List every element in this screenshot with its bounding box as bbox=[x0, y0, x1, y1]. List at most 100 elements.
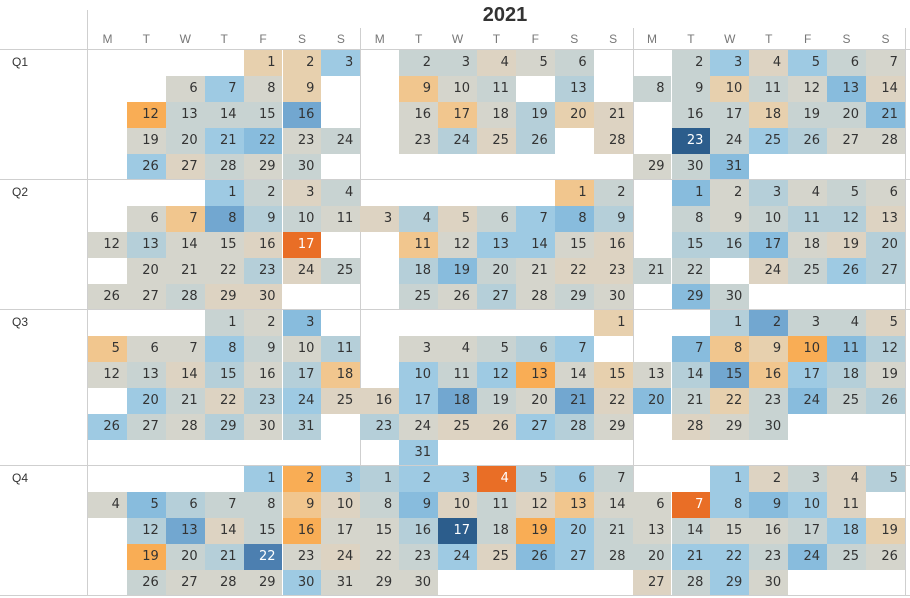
day-cell: 16 bbox=[399, 518, 439, 544]
day-cell: 29 bbox=[204, 414, 244, 440]
day-cell: 20 bbox=[632, 388, 672, 414]
day-cell: 17 bbox=[438, 102, 477, 128]
day-cell: 12 bbox=[866, 336, 905, 362]
day-of-week-label: F bbox=[803, 32, 812, 46]
day-cell: 20 bbox=[126, 388, 166, 414]
chart-title: 2021 bbox=[482, 4, 528, 26]
day-cell: 25 bbox=[321, 388, 361, 414]
day-cell: 5 bbox=[788, 50, 828, 76]
day-cell: 15 bbox=[243, 102, 283, 128]
day-cell: 30 bbox=[282, 570, 322, 596]
day-cell: 18 bbox=[749, 102, 789, 128]
day-cell: 7 bbox=[866, 50, 905, 76]
day-cell: 2 bbox=[282, 50, 322, 76]
day-cell: 2 bbox=[282, 466, 322, 492]
day-cell: 9 bbox=[710, 206, 750, 232]
day-of-week-label: T bbox=[492, 32, 501, 46]
day-cell: 20 bbox=[477, 258, 516, 284]
day-cell: 8 bbox=[360, 492, 400, 518]
day-cell: 3 bbox=[399, 336, 439, 362]
day-cell: 9 bbox=[282, 76, 322, 102]
day-cell: 12 bbox=[126, 102, 166, 128]
day-cell: 9 bbox=[749, 492, 789, 518]
day-cell: 18 bbox=[477, 518, 516, 544]
day-cell: 17 bbox=[399, 388, 439, 414]
day-cell: 12 bbox=[438, 232, 477, 258]
day-cell: 9 bbox=[671, 76, 711, 102]
day-cell: 2 bbox=[749, 466, 789, 492]
day-cell: 26 bbox=[866, 388, 905, 414]
day-cell: 4 bbox=[749, 50, 789, 76]
day-cell: 6 bbox=[165, 76, 205, 102]
day-cell: 17 bbox=[788, 362, 828, 388]
day-cell: 27 bbox=[515, 414, 555, 440]
day-cell: 24 bbox=[282, 258, 322, 284]
day-cell: 27 bbox=[126, 284, 166, 310]
day-cell: 26 bbox=[788, 128, 828, 154]
day-cell: 5 bbox=[515, 50, 555, 76]
day-cell: 13 bbox=[554, 76, 594, 102]
day-cell: 13 bbox=[866, 206, 905, 232]
day-cell: 13 bbox=[554, 492, 594, 518]
day-cell: 2 bbox=[710, 180, 750, 206]
day-cell: 12 bbox=[788, 76, 828, 102]
day-cell: 30 bbox=[399, 570, 439, 596]
day-cell: 30 bbox=[671, 154, 711, 180]
day-cell: 27 bbox=[165, 154, 205, 180]
day-cell: 28 bbox=[554, 414, 594, 440]
day-cell: 17 bbox=[321, 518, 361, 544]
day-cell: 1 bbox=[243, 466, 283, 492]
day-cell: 24 bbox=[399, 414, 439, 440]
day-cell: 7 bbox=[554, 336, 594, 362]
day-cell: 7 bbox=[671, 492, 711, 518]
day-cell: 16 bbox=[399, 102, 439, 128]
day-cell: 17 bbox=[788, 518, 828, 544]
day-of-week-label: W bbox=[451, 32, 464, 46]
day-cell: 1 bbox=[204, 310, 244, 336]
day-cell: 23 bbox=[749, 388, 789, 414]
day-cell: 15 bbox=[204, 232, 244, 258]
day-cell: 18 bbox=[788, 232, 828, 258]
day-cell: 26 bbox=[866, 544, 905, 570]
day-cell: 10 bbox=[788, 492, 828, 518]
day-cell: 16 bbox=[282, 102, 322, 128]
day-cell: 18 bbox=[827, 518, 866, 544]
quarter-divider bbox=[0, 309, 910, 310]
day-cell: 22 bbox=[554, 258, 594, 284]
day-cell: 15 bbox=[554, 232, 594, 258]
day-cell: 27 bbox=[866, 258, 905, 284]
day-cell: 25 bbox=[477, 544, 516, 570]
day-cell: 6 bbox=[632, 492, 672, 518]
day-cell: 18 bbox=[438, 388, 477, 414]
day-of-week-label: S bbox=[570, 32, 579, 46]
day-cell: 17 bbox=[282, 362, 322, 388]
day-cell: 13 bbox=[126, 232, 166, 258]
day-cell: 24 bbox=[438, 128, 477, 154]
day-cell: 6 bbox=[477, 206, 516, 232]
day-of-week-label: W bbox=[179, 32, 191, 46]
day-cell: 8 bbox=[710, 492, 750, 518]
day-cell: 23 bbox=[243, 258, 283, 284]
day-cell: 9 bbox=[243, 336, 283, 362]
day-cell: 4 bbox=[399, 206, 439, 232]
day-cell: 11 bbox=[827, 492, 866, 518]
day-cell: 3 bbox=[321, 50, 361, 76]
day-cell: 28 bbox=[671, 414, 711, 440]
day-cell: 29 bbox=[710, 414, 750, 440]
day-cell: 28 bbox=[165, 414, 205, 440]
day-cell: 27 bbox=[165, 570, 205, 596]
day-cell: 15 bbox=[593, 362, 633, 388]
day-cell: 1 bbox=[710, 310, 750, 336]
day-cell: 20 bbox=[866, 232, 905, 258]
day-cell: 7 bbox=[165, 206, 205, 232]
day-cell: 3 bbox=[360, 206, 400, 232]
day-cell: 7 bbox=[165, 336, 205, 362]
day-cell: 4 bbox=[88, 492, 127, 518]
month-divider bbox=[360, 28, 361, 596]
day-cell: 4 bbox=[438, 336, 477, 362]
day-cell: 31 bbox=[321, 570, 361, 596]
day-cell: 22 bbox=[204, 388, 244, 414]
day-cell: 19 bbox=[788, 102, 828, 128]
day-cell: 5 bbox=[438, 206, 477, 232]
day-of-week-label: S bbox=[336, 32, 345, 46]
